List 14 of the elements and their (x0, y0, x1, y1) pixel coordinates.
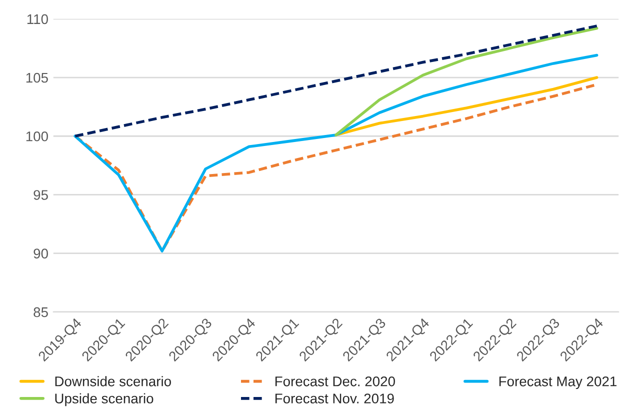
legend-label: Downside scenario (55, 376, 171, 386)
line-series (74, 24, 598, 138)
y-tick-label: 90 (34, 248, 48, 259)
legend-label: Forecast Dec. 2020 (275, 376, 395, 386)
y-tick-label: 95 (34, 190, 48, 200)
legend-label: Forecast May 2021 (499, 376, 616, 390)
y-tick-label: 110 (27, 14, 48, 24)
legend-label: Upside scenario (55, 393, 154, 406)
legend-label: Forecast Nov. 2019 (275, 394, 394, 404)
y-tick-label: 85 (34, 307, 48, 318)
y-tick-label: 100 (26, 131, 48, 142)
line-series (334, 26, 598, 136)
y-tick-label: 105 (26, 72, 48, 83)
line-series (334, 76, 598, 136)
